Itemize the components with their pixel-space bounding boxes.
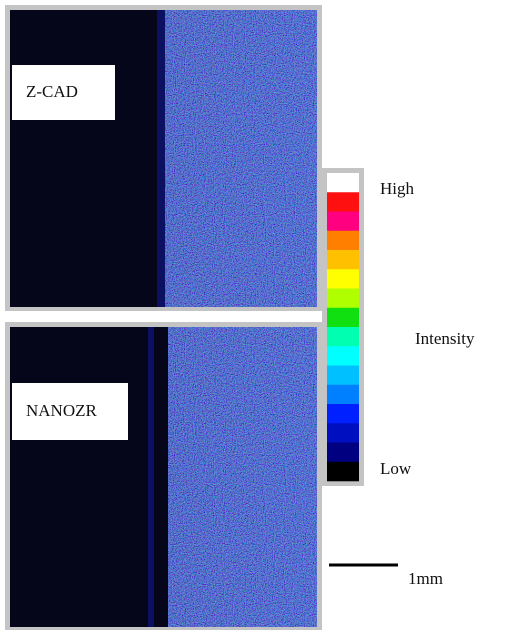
colorbar-swatch: [327, 461, 359, 482]
colorbar-swatch: [327, 250, 359, 270]
colorbar-swatch: [327, 442, 359, 463]
panel-bottom: NANOZR: [5, 322, 322, 630]
colorbar-swatch: [327, 327, 359, 347]
panel-label: Z-CAD: [26, 82, 78, 101]
colorbar-high: High: [380, 179, 415, 198]
colorbar-swatch: [327, 230, 359, 251]
colorbar: [322, 168, 364, 486]
colorbar-swatch: [327, 211, 359, 232]
scale-bar-label: 1mm: [408, 569, 443, 588]
panel-label: NANOZR: [26, 401, 97, 420]
colorbar-swatch: [327, 307, 359, 328]
colorbar-swatch: [327, 423, 359, 443]
colorbar-swatch: [327, 346, 359, 366]
colorbar-swatch: [327, 384, 359, 405]
colorbar-title: Intensity: [415, 329, 475, 348]
label-box: [12, 65, 115, 120]
colorbar-swatch: [327, 404, 359, 424]
colorbar-swatch: [327, 173, 359, 193]
colorbar-swatch: [327, 269, 359, 289]
colorbar-swatch: [327, 288, 359, 309]
colorbar-swatch: [327, 192, 359, 212]
panel-top: Z-CAD: [5, 5, 322, 311]
label-box: [12, 383, 128, 440]
colorbar-low: Low: [380, 459, 412, 478]
colorbar-swatch: [327, 365, 359, 386]
